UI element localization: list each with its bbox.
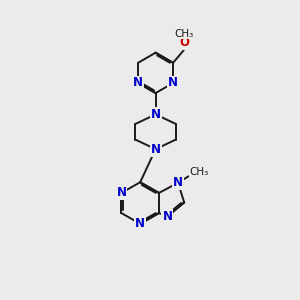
Text: CH₃: CH₃ (190, 167, 209, 177)
Text: CH₃: CH₃ (175, 29, 194, 39)
Text: N: N (151, 108, 160, 121)
Text: N: N (162, 210, 172, 223)
Text: N: N (173, 176, 183, 189)
Text: N: N (151, 143, 160, 156)
Text: N: N (133, 76, 143, 89)
Text: N: N (135, 217, 145, 230)
Text: N: N (168, 76, 178, 89)
Text: O: O (179, 36, 189, 49)
Text: N: N (116, 186, 126, 200)
